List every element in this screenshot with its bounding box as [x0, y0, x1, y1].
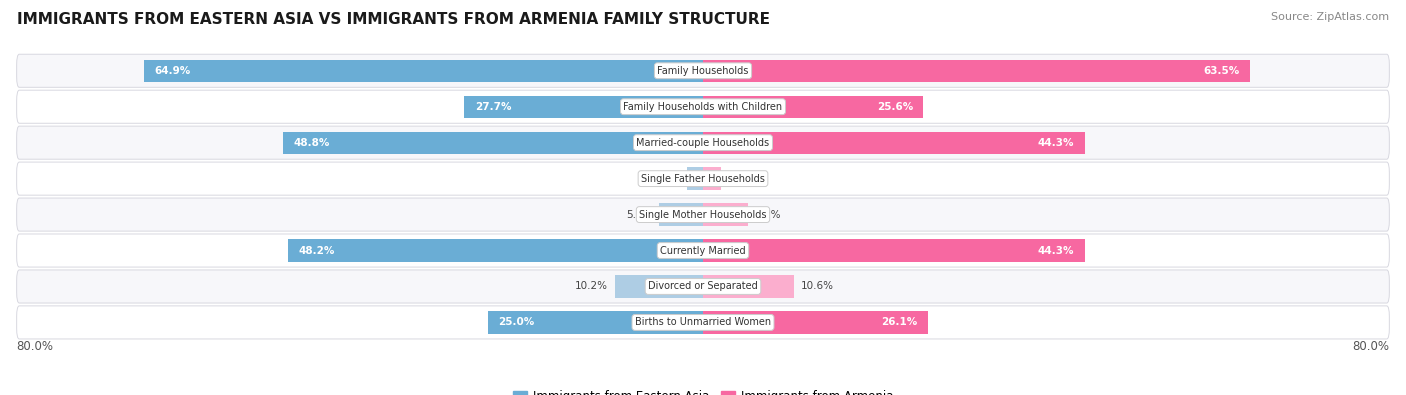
FancyBboxPatch shape: [17, 126, 1389, 159]
Text: 63.5%: 63.5%: [1204, 66, 1240, 76]
Text: 48.8%: 48.8%: [292, 138, 329, 148]
FancyBboxPatch shape: [17, 162, 1389, 195]
Text: 44.3%: 44.3%: [1038, 246, 1074, 256]
Bar: [143, 60, 703, 82]
Bar: [659, 203, 703, 226]
Bar: [488, 311, 703, 334]
Text: Divorced or Separated: Divorced or Separated: [648, 282, 758, 292]
Bar: [283, 132, 703, 154]
Text: 5.1%: 5.1%: [626, 210, 652, 220]
Text: Family Households with Children: Family Households with Children: [623, 102, 783, 112]
Bar: [686, 167, 703, 190]
Text: Source: ZipAtlas.com: Source: ZipAtlas.com: [1271, 12, 1389, 22]
FancyBboxPatch shape: [17, 198, 1389, 231]
Text: Currently Married: Currently Married: [661, 246, 745, 256]
FancyBboxPatch shape: [17, 54, 1389, 87]
Bar: [703, 167, 721, 190]
Bar: [464, 96, 703, 118]
FancyBboxPatch shape: [17, 90, 1389, 123]
Text: 2.1%: 2.1%: [728, 174, 755, 184]
Text: 80.0%: 80.0%: [1353, 340, 1389, 354]
Bar: [703, 60, 1250, 82]
Text: Single Father Households: Single Father Households: [641, 174, 765, 184]
Text: 27.7%: 27.7%: [475, 102, 512, 112]
Text: 48.2%: 48.2%: [298, 246, 335, 256]
Text: 10.2%: 10.2%: [575, 282, 609, 292]
Text: 80.0%: 80.0%: [17, 340, 53, 354]
Text: 25.0%: 25.0%: [498, 318, 534, 327]
Text: 64.9%: 64.9%: [155, 66, 191, 76]
Text: Single Mother Households: Single Mother Households: [640, 210, 766, 220]
Bar: [703, 203, 748, 226]
Text: IMMIGRANTS FROM EASTERN ASIA VS IMMIGRANTS FROM ARMENIA FAMILY STRUCTURE: IMMIGRANTS FROM EASTERN ASIA VS IMMIGRAN…: [17, 12, 770, 27]
Bar: [703, 275, 794, 297]
Bar: [703, 96, 924, 118]
Bar: [288, 239, 703, 261]
Text: 1.9%: 1.9%: [654, 174, 679, 184]
FancyBboxPatch shape: [17, 270, 1389, 303]
Legend: Immigrants from Eastern Asia, Immigrants from Armenia: Immigrants from Eastern Asia, Immigrants…: [508, 385, 898, 395]
Bar: [616, 275, 703, 297]
FancyBboxPatch shape: [17, 234, 1389, 267]
Text: Married-couple Households: Married-couple Households: [637, 138, 769, 148]
Bar: [703, 311, 928, 334]
Text: 26.1%: 26.1%: [882, 318, 918, 327]
Bar: [703, 132, 1084, 154]
Text: 5.2%: 5.2%: [755, 210, 782, 220]
Text: Births to Unmarried Women: Births to Unmarried Women: [636, 318, 770, 327]
Text: 25.6%: 25.6%: [877, 102, 912, 112]
FancyBboxPatch shape: [17, 306, 1389, 339]
Bar: [703, 239, 1084, 261]
Text: 44.3%: 44.3%: [1038, 138, 1074, 148]
Text: 10.6%: 10.6%: [801, 282, 834, 292]
Text: Family Households: Family Households: [658, 66, 748, 76]
